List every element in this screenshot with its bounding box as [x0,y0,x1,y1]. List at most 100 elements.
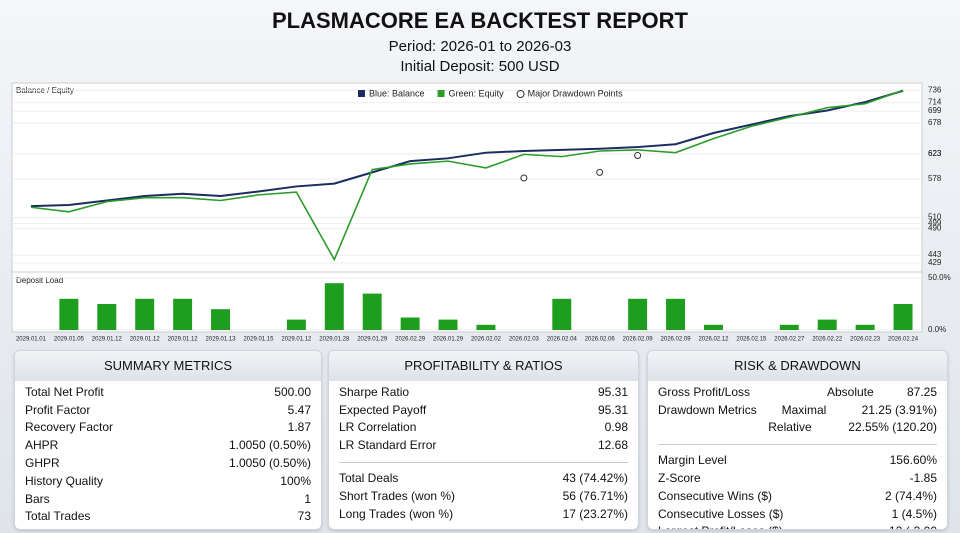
legend-swatch [358,90,365,97]
bar [779,324,799,330]
cell: 12.68 [597,438,628,453]
cell: Relative [768,420,812,435]
metric-row: Largest Profit/Loses ($)-12 (-3.00 [658,523,937,529]
metric-row: Recovery Factor 1.87 [25,419,311,437]
series-line [30,89,904,262]
cell: Drawdown Metrics [658,402,757,417]
cell: Z-Score [658,471,701,486]
metric-row: LR Standard Error 12.68 [339,436,628,454]
x-tick-label: 2029.01.12 [168,337,199,343]
metric-row: Sharpe Ratio 95.31 [339,383,628,401]
cell: Gross Profit/Loss [658,384,751,399]
cell: 87.25 [906,384,937,399]
cell: -12 (-3.00 [885,524,937,529]
y-tick-label: 510 [928,212,942,221]
cell: Long Trades (won %) [339,506,454,521]
bar [855,324,875,330]
x-tick-label: 2029.01.05 [54,337,85,343]
legend-swatch [516,90,525,98]
cell: 1 [304,491,311,506]
charts: Balance / Equity Deposit Load 7367146996… [11,82,951,343]
panel-title: SUMMARY METRICS [15,351,321,381]
cell: Margin Level [658,453,727,468]
x-tick-label: 2029.01.13 [206,337,237,343]
x-tick-label: 2026.02.09 [661,337,692,343]
line-panel [11,82,923,273]
cell: Sharpe Ratio [339,384,410,399]
bar [362,293,382,330]
legend-label: Major Drawdown Points [528,88,624,98]
x-tick-label: 2026.02.12 [698,337,729,343]
metric-row: Z-Score -1.85 [658,469,937,487]
cell: Maximal [781,402,827,417]
panel-title: RISK & DRAWDOWN [648,351,947,381]
y-tick-label: 50.0% [928,273,951,282]
deposit: Initial Deposit: 500 USD [400,58,560,75]
cell: -1.85 [909,471,937,486]
metric-row: Gross Profit/Loss Absolute 87.25 [658,383,937,401]
cell: GHPR [25,456,60,471]
cell: 22.55% (120.20) [848,420,937,435]
metric-row: GHPR 1.0050 (0.50%) [25,454,311,472]
cell: 0.98 [604,420,628,435]
x-tick-label: 2029.01.28 [319,337,350,343]
drawdown-point [634,152,642,159]
cell: 95.31 [597,384,628,399]
x-tick-label: 2026.02.24 [888,337,919,343]
metrics-panel: SUMMARY METRICS Total Net Profit 500.00 Pro… [14,350,322,530]
y-tick-label: 699 [928,106,942,115]
y-tick-label: 623 [928,149,942,158]
metrics-section: Gross Profit/Loss Absolute 87.25 Drawdown M… [658,381,937,436]
metric-row: Short Trades (won %) 56 (76.71%) [339,487,628,505]
metric-row: Consecutive Wins ($) 2 (74.4%) [658,487,937,505]
bar-title: Deposit Load [16,276,63,285]
legend-swatch [437,90,445,97]
metrics-panel: PROFITABILITY & RATIOS Sharpe Ratio 95.31 E… [328,350,639,530]
metric-row: Long Trades (won %) 17 (23.27%) [339,505,628,523]
y-tick-label: 490 [928,224,942,233]
metric-row: Total Trades 73 [25,508,311,526]
metrics-section: Margin Level 156.60% Z-Score -1.85 Consecuti… [658,444,937,529]
metrics-section: Total Net Profit 500.00 Profit Factor 5.47 R… [25,381,311,525]
x-tick-label: 2026.02.29 [395,337,426,343]
metrics-section: Sharpe Ratio 95.31 Expected Payoff 95.31 LR … [339,381,628,454]
cell: 500.00 [274,384,311,399]
cell: 1.87 [287,420,311,435]
cell: Short Trades (won %) [339,488,456,503]
cell: 1.0050 (0.50%) [228,438,311,453]
cell: 17 (23.27%) [562,506,628,521]
x-tick-label: 2026.02.03 [509,337,540,343]
cell: 2 (74.4%) [884,488,937,503]
metric-row: Expected Payoff 95.31 [339,401,628,419]
metric-row: Total Deals 43 (74.42%) [339,469,628,487]
bar-panel [11,271,923,333]
cell: AHPR [25,438,59,453]
x-tick-label: 2029.01.12 [92,337,123,343]
legend-label: Blue: Balance [369,88,425,98]
cell: Expected Payoff [339,402,427,417]
cell: Largest Profit/Loses ($) [658,524,885,529]
cell: 73 [297,509,311,524]
bar [893,304,913,330]
cell: 56 (76.71%) [562,488,628,503]
bar [476,324,496,330]
x-tick-label: 2029.01.12 [130,337,161,343]
y-tick-label: 429 [928,258,942,267]
cell: Consecutive Wins ($) [658,488,773,503]
bar [286,319,306,330]
bar [552,298,572,330]
metric-row: Relative 22.55% (120.20) [658,419,937,437]
metric-row: Profit Factor 5.47 [25,401,311,419]
metrics-section: Total Deals 43 (74.42%) Short Trades (won … [339,462,628,522]
metrics-panel: RISK & DRAWDOWN Gross Profit/Loss Absolute… [647,350,948,530]
metric-row: Drawdown Metrics Maximal 21.25 (3.91%) [658,401,937,419]
cell: History Quality [25,473,104,488]
metric-row: Consecutive Losses ($) 1 (4.5%) [658,505,937,523]
cell: Absolute [826,384,874,399]
bar [817,319,837,330]
bar [173,298,193,330]
drawdown-point [596,168,604,176]
metric-row: AHPR 1.0050 (0.50%) [25,436,311,454]
x-tick-label: 2029.01.15 [243,337,274,343]
cell: Consecutive Losses ($) [658,506,784,521]
